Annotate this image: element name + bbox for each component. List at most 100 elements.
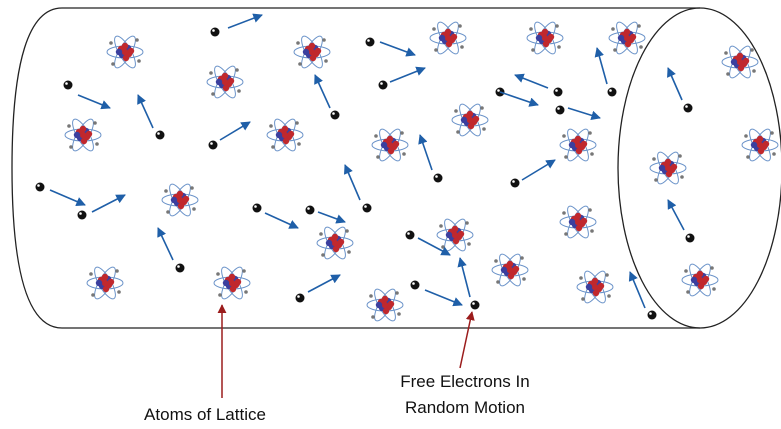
nucleon — [177, 197, 183, 203]
electron — [686, 234, 695, 243]
nucleon — [575, 213, 581, 219]
orbit-electron — [69, 145, 73, 149]
electron-shine — [555, 89, 558, 92]
electron-shine — [212, 29, 215, 32]
electron-shine — [412, 282, 415, 285]
nucleon — [222, 79, 228, 85]
orbit-electron — [564, 232, 568, 236]
orbit-electron — [637, 24, 641, 28]
nucleon — [737, 53, 743, 59]
nucleon — [230, 286, 236, 292]
orbit-electron — [531, 48, 535, 52]
orbit-electron — [109, 41, 113, 45]
atom — [560, 126, 596, 163]
nucleon — [542, 35, 548, 41]
electron — [684, 104, 693, 113]
nucleon — [387, 136, 393, 142]
orbit-electron — [347, 250, 351, 254]
electron-shine — [307, 207, 310, 210]
motion-arrow — [668, 200, 684, 230]
orbit-electron — [562, 134, 566, 138]
orbit-electron — [480, 106, 484, 110]
nucleon — [451, 34, 457, 40]
nucleon — [691, 277, 697, 283]
nucleon — [757, 142, 763, 148]
electron — [648, 311, 657, 320]
nucleon — [80, 132, 86, 138]
nucleon — [743, 58, 749, 64]
orbit-electron — [458, 24, 462, 28]
orbit-electron — [529, 27, 533, 31]
free-electron — [345, 165, 372, 213]
motion-arrow — [425, 290, 462, 305]
free-electron — [78, 195, 126, 220]
orbit-electron — [297, 142, 301, 146]
orbit-electron — [432, 27, 436, 31]
nucleon — [697, 271, 703, 277]
orbit-electron — [639, 45, 643, 49]
electrons-label: Free Electrons In — [400, 372, 529, 391]
atom — [722, 43, 758, 80]
orbit-electron — [557, 45, 561, 49]
orbit-electron — [319, 232, 323, 236]
nucleon — [309, 43, 315, 49]
atom — [267, 116, 303, 153]
nucleon — [74, 132, 80, 138]
nucleon — [376, 302, 382, 308]
nucleon — [229, 274, 235, 280]
electron — [36, 183, 45, 192]
nucleon — [618, 35, 624, 41]
orbit-electron — [374, 134, 378, 138]
atom — [214, 264, 250, 301]
orbit-electron — [244, 290, 248, 294]
orbit-electron — [746, 155, 750, 159]
nucleon — [738, 65, 744, 71]
motion-arrow — [522, 160, 555, 180]
electron — [406, 231, 415, 240]
nucleon — [630, 34, 636, 40]
nucleon — [593, 290, 599, 296]
free-electron — [556, 106, 601, 119]
pointer-arrow — [460, 312, 472, 368]
electron-shine — [512, 180, 515, 183]
free-electron — [36, 183, 86, 206]
free-electron — [315, 75, 340, 120]
orbit-electron — [211, 92, 215, 96]
electron-shine — [380, 82, 383, 85]
electron — [434, 174, 443, 183]
orbit-electron — [209, 71, 213, 75]
orbit-electron — [750, 48, 754, 52]
free-electron — [64, 81, 111, 109]
free-electron — [630, 272, 657, 320]
nucleon — [542, 29, 548, 35]
nucleon — [581, 141, 587, 147]
atom — [527, 19, 563, 56]
nucleon — [102, 274, 108, 280]
nucleon — [598, 283, 604, 289]
atom — [87, 264, 123, 301]
electron-shine — [65, 82, 68, 85]
motion-arrow — [318, 212, 345, 222]
electron — [176, 264, 185, 273]
nucleon — [569, 142, 575, 148]
free-electron — [460, 258, 480, 310]
nucleon — [282, 132, 288, 138]
atom — [650, 149, 686, 186]
electron-shine — [435, 175, 438, 178]
nucleon — [338, 239, 344, 245]
orbit-electron — [744, 134, 748, 138]
nucleon — [452, 226, 458, 232]
orbit-electron — [652, 157, 656, 161]
atom — [452, 101, 488, 138]
nucleon — [697, 277, 703, 283]
nucleon — [624, 29, 630, 35]
free-electron — [496, 88, 539, 106]
motion-arrow — [500, 92, 538, 105]
nucleon — [763, 141, 769, 147]
electron-shine — [37, 184, 40, 187]
nucleon — [513, 266, 519, 272]
orbit-electron — [611, 27, 615, 31]
orbit-electron — [135, 38, 139, 42]
motion-arrow — [308, 275, 340, 292]
atom — [367, 286, 403, 323]
